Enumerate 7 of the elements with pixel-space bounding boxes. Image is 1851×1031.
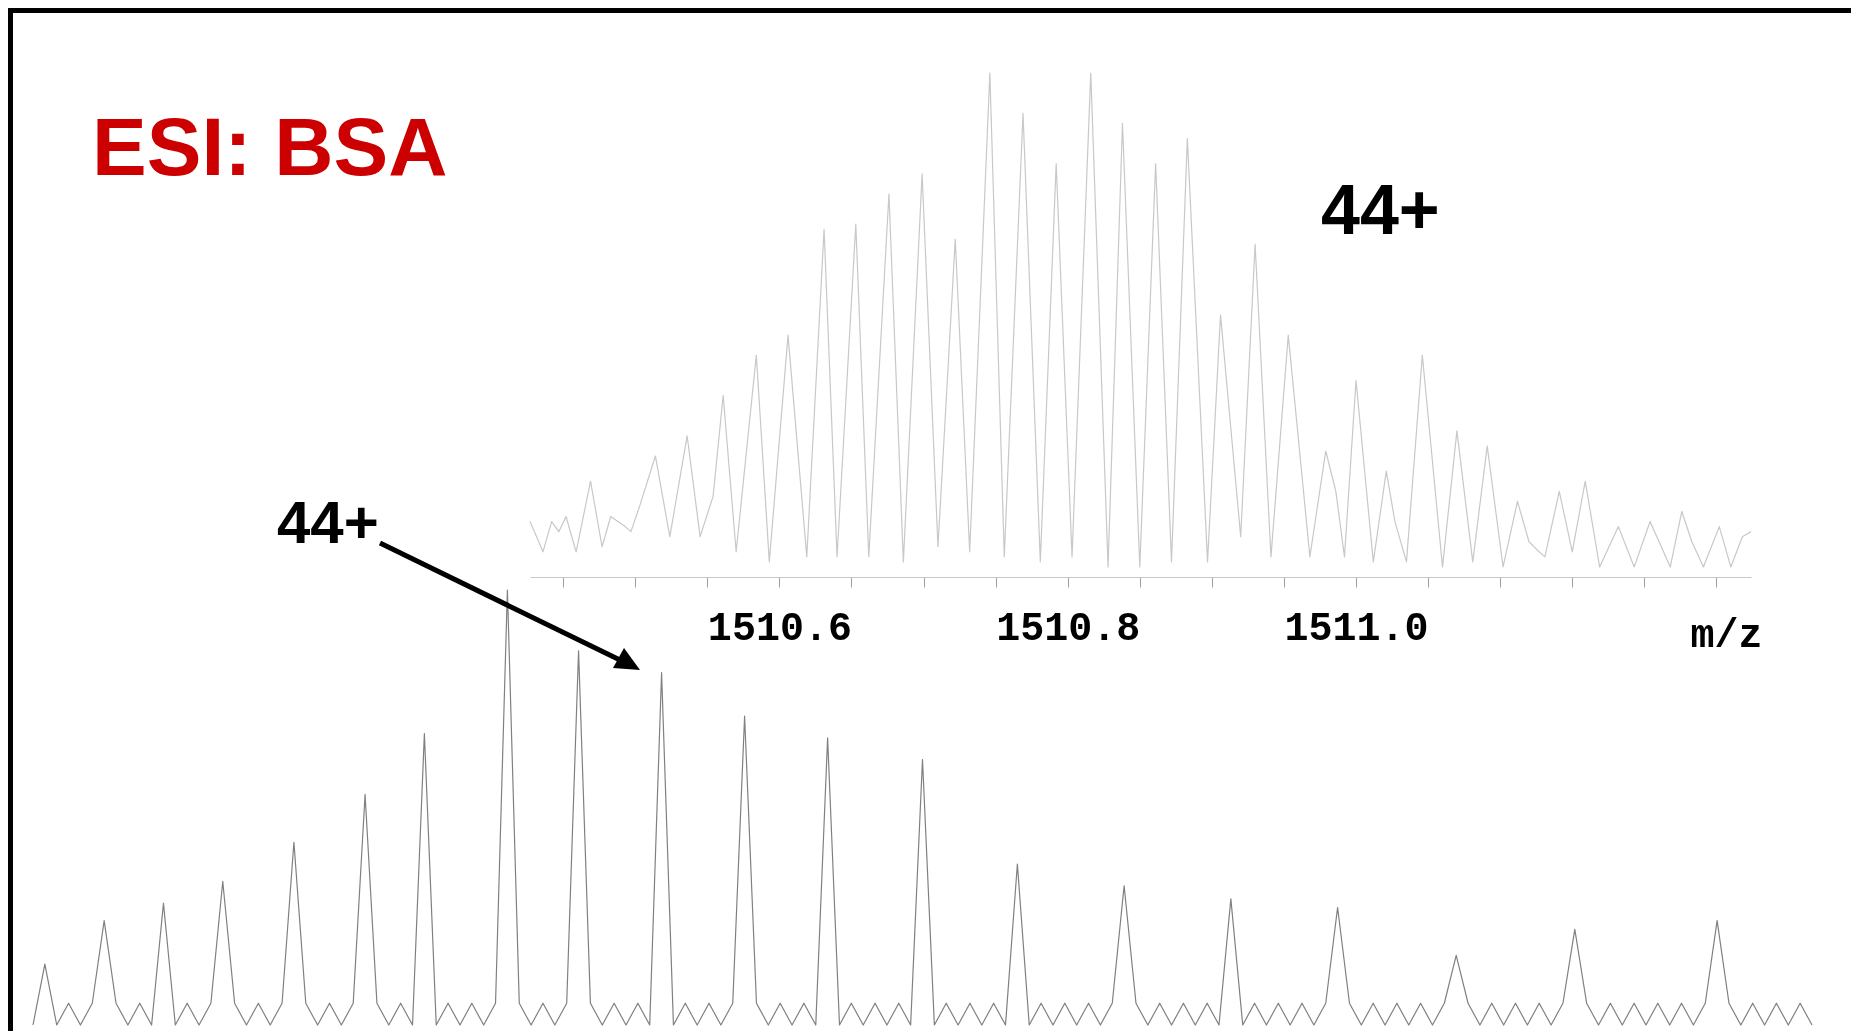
x-tick-label: 1511.0	[1284, 606, 1429, 652]
text: 44+	[277, 489, 379, 556]
x-tick-label: 1510.8	[996, 606, 1141, 652]
chart-title: ESI: BSA	[92, 101, 448, 192]
x-tick-label: 1510.6	[707, 606, 852, 652]
x-axis-title: m/z	[1690, 613, 1763, 659]
annotation: 44+	[1321, 171, 1440, 249]
